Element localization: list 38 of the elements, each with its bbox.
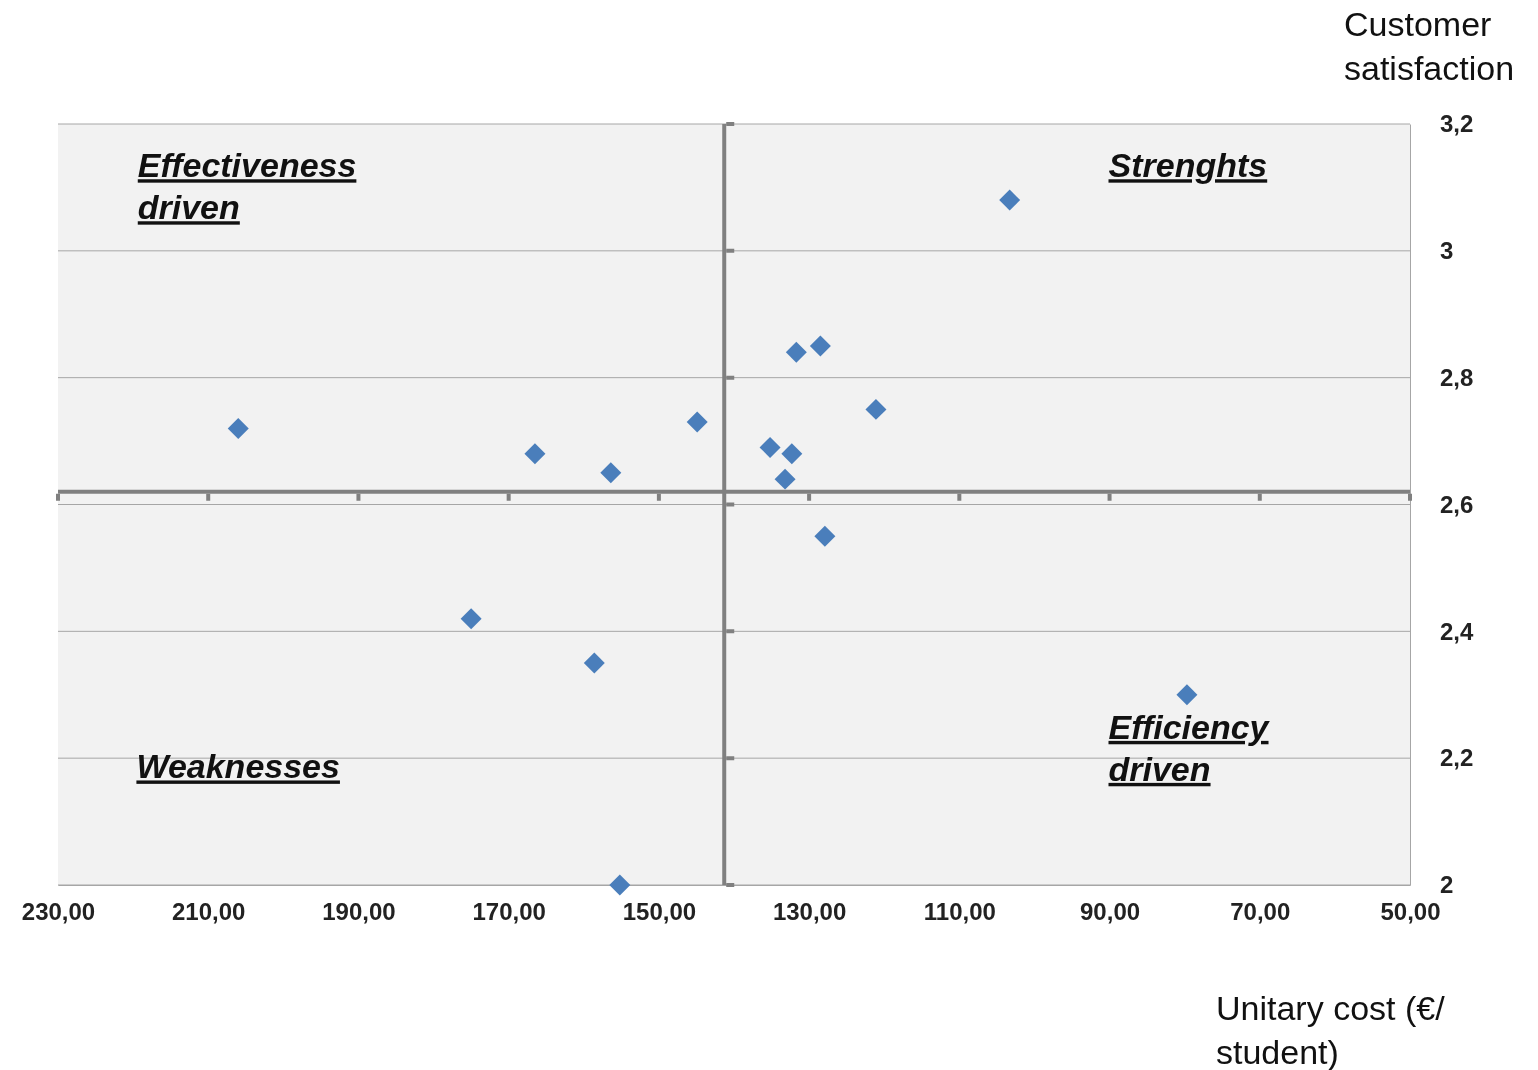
point xyxy=(774,468,796,490)
x-tick-label: 170,00 xyxy=(472,898,546,926)
x-tick-label: 130,00 xyxy=(772,898,847,926)
annotation: Weaknesses xyxy=(136,747,340,786)
y-tick-label: 2,2 xyxy=(1440,744,1474,772)
point xyxy=(781,443,803,465)
annotation: Strenghts xyxy=(1108,146,1268,185)
x-tick-label: 50,00 xyxy=(1380,898,1441,926)
x-tick-label: 150,00 xyxy=(622,898,697,926)
point xyxy=(999,189,1021,211)
y-tick-label: 2,4 xyxy=(1440,617,1475,645)
point xyxy=(759,436,781,458)
y-axis-title: Customer satisfaction xyxy=(1344,5,1515,87)
point xyxy=(609,874,631,896)
point xyxy=(865,398,887,420)
annotation: Efficiency driven xyxy=(1108,707,1271,788)
x-tick-label: 210,00 xyxy=(172,898,246,926)
point xyxy=(686,411,708,433)
y-tick-label: 3 xyxy=(1440,237,1454,265)
x-tick-label: 90,00 xyxy=(1080,898,1141,926)
point xyxy=(1176,684,1198,706)
point xyxy=(809,335,831,357)
x-tick-label: 110,00 xyxy=(923,898,996,926)
x-tick-label: 230,00 xyxy=(21,898,96,926)
point xyxy=(785,341,807,363)
point xyxy=(583,652,605,674)
point xyxy=(600,462,622,484)
point xyxy=(227,417,249,439)
point xyxy=(814,525,836,547)
point xyxy=(460,608,482,630)
point xyxy=(524,443,546,465)
annotation: Effectiveness driven xyxy=(137,146,357,227)
y-tick-label: 2,6 xyxy=(1440,490,1474,518)
x-tick-label: 70,00 xyxy=(1230,898,1291,926)
x-tick-label: 190,00 xyxy=(322,898,396,926)
y-tick-label: 3,2 xyxy=(1440,110,1474,138)
y-tick-label: 2 xyxy=(1440,871,1454,899)
y-tick-label: 2,8 xyxy=(1440,363,1474,391)
